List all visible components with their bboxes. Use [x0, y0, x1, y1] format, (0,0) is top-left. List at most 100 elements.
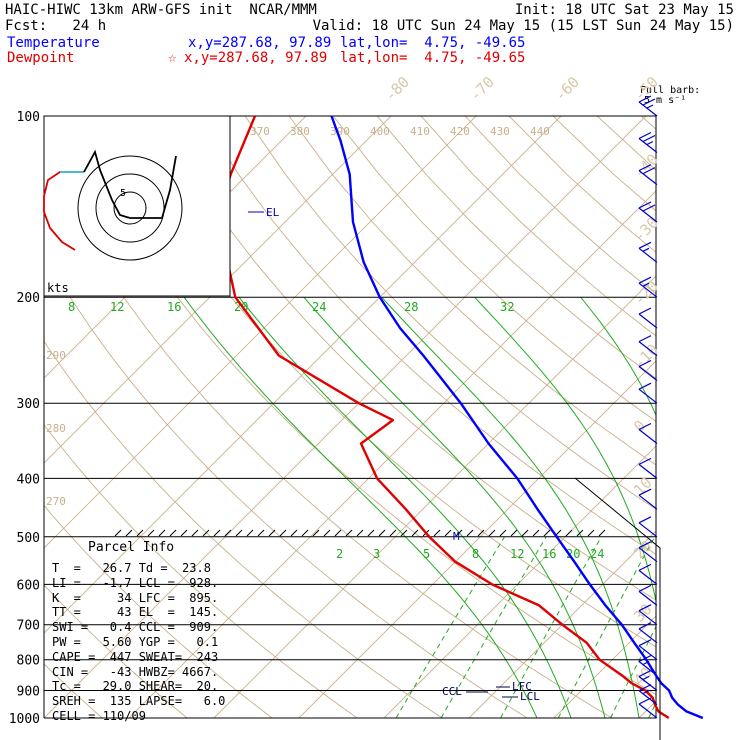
tick-mark: [411, 529, 419, 537]
temperature-profile-line: [330, 115, 704, 720]
wind-barb: [638, 335, 658, 357]
tick-mark: [169, 529, 177, 537]
wind-barb-shaft: [638, 170, 658, 186]
tick-mark: [114, 529, 122, 537]
wind-barb-shaft: [638, 388, 658, 404]
lcl-annotation: LCL: [520, 690, 540, 703]
theta-tick-label: 370: [250, 125, 270, 138]
theta-e-tick-label: 32: [500, 300, 514, 314]
tick-mark: [202, 529, 210, 537]
ccl-annotation: CCL: [442, 685, 462, 698]
dewpoint-xy: x,y=287.68, 97.89: [184, 50, 328, 66]
dewpoint-latlon: lat,lon= 4.75, -49.65: [340, 50, 526, 66]
tick-mark: [378, 529, 386, 537]
wind-barb: [638, 622, 658, 644]
wind-barb-shaft: [638, 429, 658, 444]
wind-barb: [638, 307, 658, 329]
wind-barb-flag: [638, 639, 652, 647]
wind-barb-shaft: [638, 661, 658, 676]
parcel-info-row: Tc = 29.0 SHEAR= 20.: [52, 679, 219, 694]
wind-barb-shaft: [638, 247, 658, 263]
wind-barb-flag: [638, 164, 652, 172]
wind-barb-shaft: [638, 590, 658, 606]
wind-barb-shaft: [638, 522, 658, 538]
pressure-tick-label: 600: [17, 578, 40, 593]
temperature-xy: x,y=287.68, 97.89: [188, 35, 332, 51]
isotherm-line: [128, 190, 656, 718]
tick-mark: [587, 529, 595, 537]
wind-barb-shaft: [638, 341, 658, 357]
tick-mark: [312, 529, 320, 537]
dry-adiabat-line: [44, 663, 103, 718]
isotherm-line: [638, 700, 656, 718]
dry-adiabat-line: [112, 116, 656, 648]
temperature-label: Temperature: [7, 35, 100, 51]
wind-barb-flag: [642, 204, 656, 212]
mixing-ratio-tick-label: 24: [590, 547, 604, 561]
mixing-ratio-line: [500, 536, 602, 718]
wind-barb-shaft: [638, 645, 658, 661]
tick-mark: [466, 529, 474, 537]
wind-barb-flag: [638, 541, 652, 549]
pressure-tick-label: 1000: [9, 712, 40, 727]
wind-barb: [638, 654, 658, 676]
mixing-ratio-tick-label: 16: [542, 547, 556, 561]
mixing-ratio-tick-label: 8: [472, 547, 479, 561]
wind-barb: [638, 422, 658, 444]
dewpoint-star-icon: ☆: [168, 50, 177, 66]
parcel-info-row: SREH = 135 LAPSE= 6.0: [52, 694, 226, 709]
wind-barb-flag: [638, 488, 652, 496]
dry-adiabat-line: [332, 116, 656, 422]
parcel-info-row: T = 26.7 Td = 23.8: [52, 561, 211, 575]
dry-adiabat-line: [44, 424, 358, 718]
isotherm-tick-label: -50: [630, 73, 662, 105]
tick-mark: [565, 529, 573, 537]
dry-adiabat-line: [44, 584, 188, 718]
isotherm-line: [724, 116, 740, 718]
wind-barb-flag: [638, 335, 652, 343]
hodograph-ring: [77, 155, 183, 261]
wind-barb-flag: [638, 95, 652, 103]
wind-barb: [638, 131, 658, 153]
tick-mark: [235, 529, 243, 537]
wind-barb-shaft: [638, 366, 658, 381]
theta-tick-label: 420: [450, 125, 470, 138]
wind-barb-half: [642, 690, 650, 695]
tick-mark: [147, 529, 155, 537]
wind-barb-flag: [642, 167, 656, 175]
wind-barb: [638, 563, 658, 585]
header-valid: Valid: 18 UTC Sun 24 May 15 (15 LST Sun …: [312, 18, 734, 34]
wind-barb: [638, 516, 658, 538]
wind-barb-flag: [638, 307, 652, 315]
mixing-ratio-tick-label: 5: [423, 547, 430, 561]
wind-barb-flag: [642, 134, 656, 143]
header-forecast: Fcst: 24 h: [5, 18, 107, 34]
tick-mark: [290, 529, 298, 537]
pressure-tick-label: 300: [17, 397, 40, 412]
tick-mark: [136, 529, 144, 537]
dry-adiabat-line: [376, 116, 656, 379]
tick-mark: [576, 529, 584, 537]
wind-barb-shaft: [638, 494, 658, 510]
dry-adiabat-line: [729, 116, 740, 718]
wind-barb-flag: [638, 457, 652, 465]
tick-mark: [433, 529, 441, 537]
isotherm-line: [44, 116, 647, 718]
pressure-tick-label: 900: [17, 685, 40, 700]
tick-mark: [488, 529, 496, 537]
theta-tick-label: 430: [490, 125, 510, 138]
wind-barb-shaft: [638, 676, 658, 691]
hodograph-trace-high: [83, 149, 177, 219]
wind-barb-shaft: [638, 101, 658, 117]
pressure-tick-label: 100: [17, 110, 40, 125]
wind-barb-shaft: [638, 138, 658, 153]
pressure-tick-label: 200: [17, 291, 40, 306]
dry-adiabat-line: [552, 116, 656, 212]
barb-legend-line1: Full barb:: [640, 85, 701, 96]
parcel-info-row: PW = 5.60 YGP = 0.1: [52, 635, 219, 649]
wind-barb-flag: [638, 276, 652, 284]
dewpoint-profile-line: [215, 115, 670, 720]
tick-mark: [389, 529, 397, 537]
wind-barb: [638, 164, 658, 186]
isotherm-line: [44, 116, 392, 464]
